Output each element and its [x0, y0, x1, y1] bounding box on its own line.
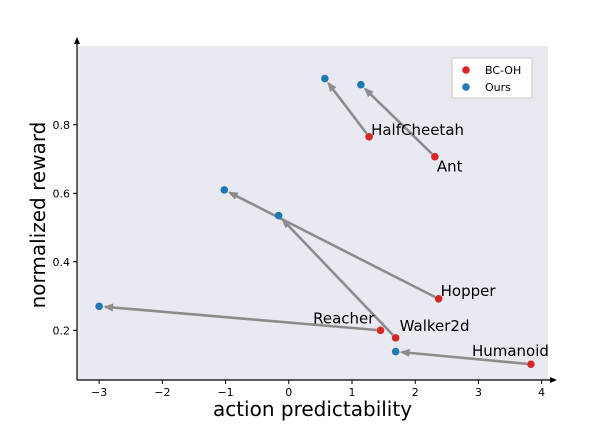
legend: BC-OH Ours	[451, 57, 533, 99]
x-tick-label: −2	[154, 386, 170, 399]
point-bc-oh-humanoid	[527, 360, 535, 369]
label-humanoid: Humanoid	[472, 342, 549, 360]
x-tick-label: −3	[91, 386, 107, 399]
arrow-halfcheetah	[327, 81, 368, 135]
points	[95, 74, 535, 369]
x-tick-label: 2	[412, 386, 419, 399]
label-walker2d: Walker2d	[400, 317, 470, 335]
x-axis-title: action predictability	[213, 397, 412, 421]
label-ant: Ant	[437, 158, 463, 176]
y-tick-label: 0.8	[53, 119, 71, 132]
legend-box	[451, 57, 533, 99]
arrow-reacher	[103, 303, 377, 332]
label-reacher: Reacher	[313, 309, 375, 327]
point-bc-oh-hopper	[434, 295, 443, 303]
y-tick-label: 0.6	[53, 187, 71, 200]
label-halfcheetah: HalfCheetah	[371, 121, 464, 139]
arrow-humanoid	[399, 348, 528, 366]
arrow-walker2d	[281, 218, 394, 336]
point-ours-humanoid	[391, 347, 400, 356]
point-ours-halfcheetah	[321, 74, 329, 83]
point-bc-oh-halfcheetah	[365, 132, 373, 141]
legend-label-ours: Ours	[485, 81, 511, 94]
axes: −3 −2 −1 0 1 2 3 4 0.2 0.4 0.6 0.8	[53, 37, 557, 399]
point-ours-walker2d	[274, 211, 283, 220]
arrow-ant	[363, 87, 433, 155]
legend-marker-ours	[462, 83, 470, 91]
point-ours-ant	[357, 80, 365, 89]
legend-marker-bc-oh	[462, 66, 470, 74]
point-bc-oh-walker2d	[391, 334, 400, 342]
arrows	[103, 81, 528, 366]
x-tick-label: 1	[349, 386, 356, 399]
point-bc-oh-reacher	[376, 326, 385, 335]
x-tick-label: 3	[475, 386, 482, 399]
x-tick-label: 4	[538, 386, 545, 399]
y-tick-label: 0.4	[53, 256, 71, 269]
x-axis-arrowhead	[550, 377, 557, 383]
x-tick-label: 0	[285, 386, 292, 399]
x-tick-label: −1	[217, 386, 233, 399]
point-labels: HalfCheetah Ant Hopper Reacher Walker2dHuman…	[313, 121, 549, 360]
y-axis-arrowhead	[74, 37, 80, 44]
arrow-hopper	[227, 191, 436, 299]
y-axis-title: normalized reward	[26, 122, 50, 309]
y-tick-label: 0.2	[53, 324, 71, 337]
point-ours-hopper	[220, 186, 229, 194]
legend-label-bc-oh: BC-OH	[485, 64, 521, 77]
point-bc-oh-ant	[431, 152, 439, 161]
point-ours-reacher	[95, 302, 103, 311]
label-hopper: Hopper	[441, 282, 497, 300]
